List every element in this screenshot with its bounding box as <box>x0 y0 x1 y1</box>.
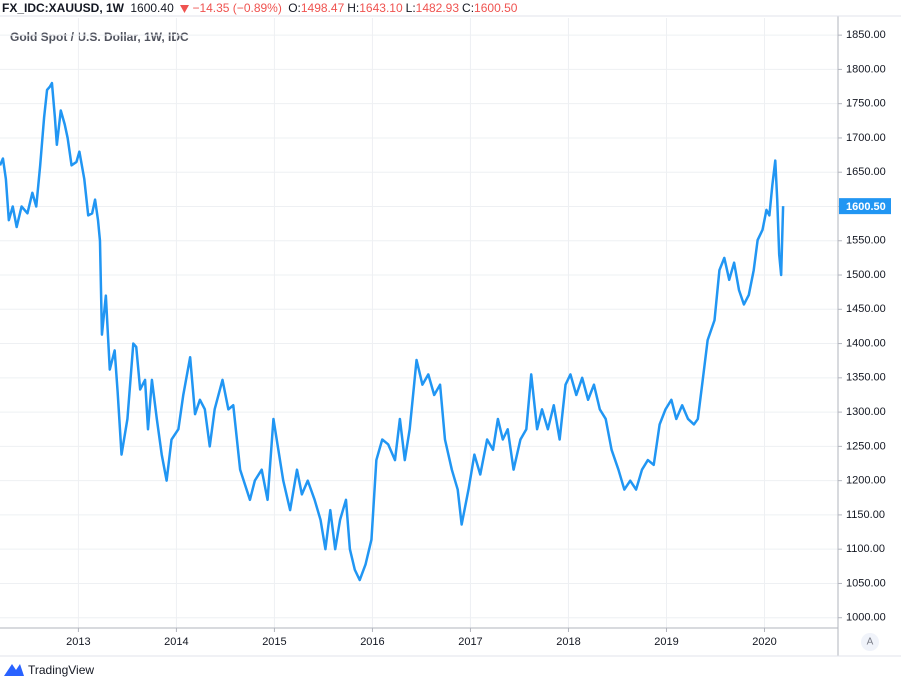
x-tick-label: 2019 <box>654 636 678 648</box>
brand-logo <box>4 664 24 676</box>
y-tick-label: 1800.00 <box>846 63 886 75</box>
symbol: FX_IDC:XAUUSD, 1W <box>2 1 125 15</box>
x-tick-label: 2020 <box>752 636 776 648</box>
ohlc-value: 1482.93 <box>415 1 460 15</box>
x-tick-label: 2015 <box>262 636 286 648</box>
auto-scale-button[interactable]: A <box>867 637 874 648</box>
y-tick-label: 1700.00 <box>846 132 886 144</box>
ohlc-value: 1498.47 <box>300 1 345 15</box>
x-tick-label: 2014 <box>164 636 188 648</box>
ohlc-key: C: <box>462 1 475 15</box>
y-tick-label: 1000.00 <box>846 612 886 624</box>
ohlc-key: O: <box>288 1 301 15</box>
y-tick-label: 1350.00 <box>846 372 886 384</box>
y-tick-label: 1250.00 <box>846 440 886 452</box>
y-tick-label: 1750.00 <box>846 98 886 110</box>
y-tick-label: 1200.00 <box>846 475 886 487</box>
y-tick-label: 1550.00 <box>846 235 886 247</box>
ohlc-value: 1643.10 <box>359 1 403 15</box>
x-tick-label: 2018 <box>556 636 580 648</box>
y-tick-label: 1650.00 <box>846 166 886 178</box>
y-tick-label: 1450.00 <box>846 303 886 315</box>
x-tick-label: 2017 <box>458 636 482 648</box>
y-tick-label: 1500.00 <box>846 269 886 281</box>
y-tick-label: 1050.00 <box>846 577 886 589</box>
ohlc-key: L: <box>405 1 416 15</box>
y-tick-label: 1400.00 <box>846 337 886 349</box>
auto-scale-button-bg <box>861 633 879 651</box>
y-tick-label: 1850.00 <box>846 29 886 41</box>
ohlc-value: 1600.50 <box>474 1 518 15</box>
chart-header: FX_IDC:XAUUSD, 1W 1600.40 −14.35 (−0.89%… <box>2 1 523 15</box>
last-price-label: 1600.50 <box>846 201 886 213</box>
down-arrow <box>180 4 190 13</box>
y-tick-label: 1150.00 <box>846 509 885 521</box>
ohlc-key: H: <box>347 1 360 15</box>
change: −14.35 (−0.89%) <box>192 1 282 15</box>
x-tick-label: 2016 <box>360 636 384 648</box>
price-line <box>0 81 785 582</box>
last-price-box <box>839 198 891 215</box>
ohlc: O:1498.47 H:1643.10 L:1482.93 C:1600.50 <box>288 1 520 15</box>
last-value: 1600.40 <box>130 1 174 15</box>
y-tick-label: 1300.00 <box>846 406 886 418</box>
x-tick-label: 2013 <box>66 636 90 648</box>
y-tick-label: 1100.00 <box>846 543 885 555</box>
chart-subtitle: Gold Spot / U.S. Dollar, 1W, IDC <box>10 30 189 44</box>
brand-name: TradingView <box>28 663 94 677</box>
